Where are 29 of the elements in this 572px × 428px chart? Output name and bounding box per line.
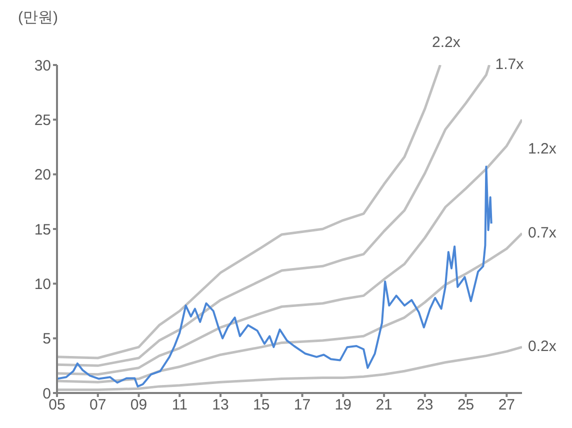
line-series (57, 118, 522, 376)
x-tick-label: 11 (172, 396, 188, 414)
x-tick-label: 05 (48, 396, 66, 414)
series-label: 0.2x (528, 338, 557, 356)
y-tick-label: 15 (34, 221, 51, 238)
y-tick-label: 0 (42, 385, 51, 402)
x-tick-label: 27 (498, 396, 516, 414)
x-tick-label: 19 (334, 396, 352, 414)
series-label: 2.2x (432, 34, 461, 51)
y-axis-title: (만원) (18, 8, 58, 27)
x-tick-label: 09 (130, 396, 148, 414)
y-tick-label: 20 (34, 166, 51, 184)
series-label: 1.2x (528, 140, 557, 158)
y-tick-label: 5 (42, 330, 51, 348)
line-series (57, 346, 522, 391)
line-series (57, 232, 522, 384)
x-tick-label: 25 (457, 396, 474, 414)
x-tick-label: 23 (416, 396, 434, 414)
x-tick-label: 17 (294, 396, 311, 414)
series-label: 0.7x (528, 224, 557, 242)
y-tick-label: 30 (34, 57, 51, 74)
x-tick-label: 15 (253, 396, 270, 414)
y-tick-label: 10 (34, 276, 51, 293)
series-label: 1.7x (495, 56, 524, 73)
y-tick-label: 25 (34, 112, 51, 129)
x-tick-label: 07 (90, 396, 106, 414)
x-tick-label: 21 (376, 396, 392, 414)
line-series (57, 166, 492, 388)
x-tick-label: 13 (212, 396, 229, 414)
